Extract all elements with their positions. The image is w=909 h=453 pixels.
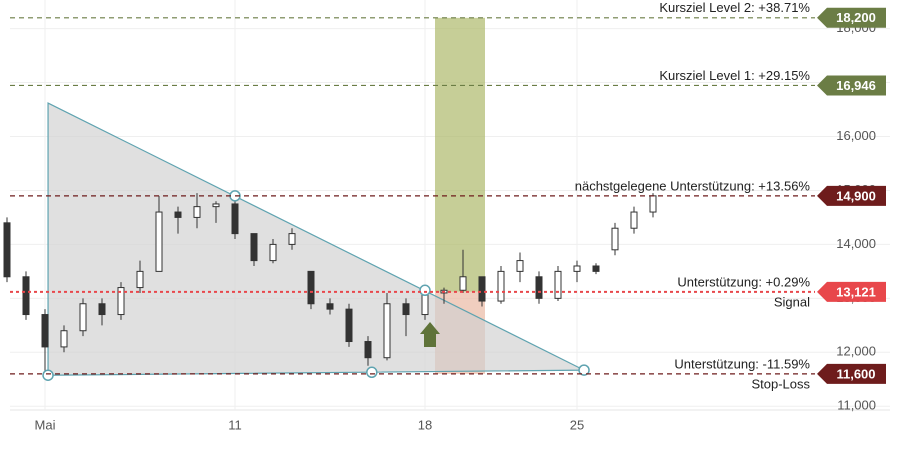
candle-body (174, 211, 182, 218)
x-tick-label: 25 (570, 417, 584, 432)
candle-body (136, 270, 144, 289)
candle-body (288, 233, 296, 245)
candle-body (307, 270, 315, 305)
candle-body (250, 233, 258, 262)
level-tag (817, 75, 886, 96)
candle-body (421, 292, 429, 316)
target-zone (435, 17, 485, 292)
level-tag (817, 7, 886, 28)
candle-body (212, 203, 220, 208)
level-tag (817, 281, 886, 302)
level-tag-label: 11,600 (836, 366, 875, 381)
candle-body (269, 243, 277, 262)
candle-body (3, 222, 11, 278)
candle-body (630, 211, 638, 229)
candle-body (155, 211, 163, 272)
candle-body (345, 308, 353, 343)
candle-body (573, 265, 581, 272)
level-tag-label: 14,900 (836, 188, 876, 203)
signal-arrow (420, 322, 440, 347)
candle-body (117, 287, 125, 316)
level-text: Kursziel Level 2: +38.71% (659, 0, 810, 15)
level-tag (817, 363, 886, 384)
level-subtext: Signal (774, 294, 810, 309)
pattern-marker (419, 284, 431, 297)
candle-body (459, 276, 467, 291)
triangle-pattern (47, 102, 585, 376)
level-text: Kursziel Level 1: +29.15% (659, 68, 810, 83)
candle-body (60, 330, 68, 348)
candle-body (535, 276, 543, 299)
level-text: nächstgelegene Unterstützung: +13.56% (575, 178, 811, 193)
candle-body (41, 314, 49, 348)
candle-body (22, 276, 30, 316)
candle-body (516, 260, 524, 272)
level-text: Unterstützung: +0.29% (677, 274, 810, 289)
y-tick-label: 11,000 (837, 398, 876, 413)
candle-body (592, 265, 600, 272)
y-tick-label: 14,000 (836, 236, 876, 251)
candle-body (402, 303, 410, 316)
level-tag-label: 18,200 (836, 10, 876, 25)
pattern-marker (578, 364, 590, 376)
level-tag-label: 13,121 (836, 284, 876, 299)
candle-body (98, 303, 106, 316)
candle-body (478, 276, 486, 302)
candle-body (649, 195, 657, 213)
level-subtext: Stop-Loss (751, 376, 810, 391)
pattern-marker (42, 369, 54, 381)
x-tick-label: 11 (228, 417, 242, 432)
candle-body (554, 270, 562, 299)
candle-body (611, 227, 619, 251)
level-tag-label: 16,946 (836, 78, 876, 93)
x-tick-label: Mai (35, 417, 56, 432)
y-tick-label: 12,000 (836, 344, 876, 359)
level-text: Unterstützung: -11.59% (674, 356, 810, 371)
candle-body (364, 341, 372, 359)
pattern-marker (366, 366, 378, 379)
candle-body (193, 206, 201, 218)
candle-body (497, 270, 505, 302)
candle-body (383, 303, 391, 359)
candle-body (79, 303, 87, 332)
candle-body (231, 203, 239, 235)
x-tick-label: 18 (418, 417, 432, 432)
candle-body (326, 303, 334, 310)
level-tag (817, 185, 886, 206)
y-tick-label: 16,000 (836, 128, 876, 143)
